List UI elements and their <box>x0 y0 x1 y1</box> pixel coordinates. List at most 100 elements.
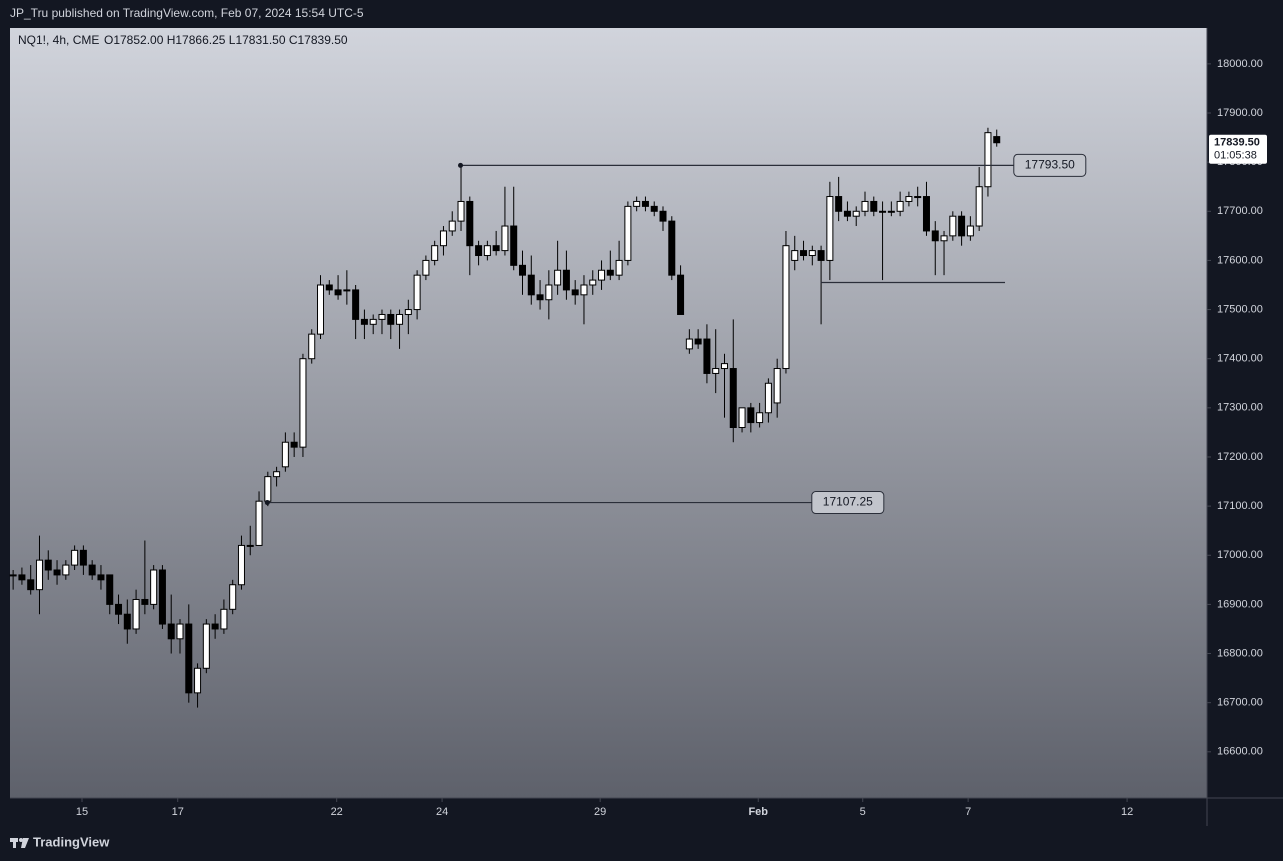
x-tick-label: 24 <box>436 806 448 818</box>
x-tick-label: 17 <box>172 806 184 818</box>
candle-body <box>791 250 799 261</box>
level-label-box <box>1013 153 1087 177</box>
candle-body <box>422 259 430 276</box>
y-tick-label: 17200.00 <box>1217 451 1263 463</box>
candle-body <box>237 544 245 586</box>
candle-body <box>9 574 17 577</box>
candle-body <box>641 200 649 207</box>
candle-body <box>861 200 869 212</box>
candle-body <box>826 196 834 261</box>
y-tick-label: 17700.00 <box>1217 205 1263 217</box>
candle-body <box>554 269 562 286</box>
candle-body <box>71 549 79 566</box>
candle-body <box>211 623 219 630</box>
candle-body <box>650 205 658 212</box>
x-tick-label: 22 <box>331 806 343 818</box>
y-tick-label: 16800.00 <box>1217 647 1263 659</box>
candle-body <box>281 441 289 468</box>
candle-body <box>914 196 922 199</box>
candle-body <box>18 574 26 581</box>
candle-body <box>703 338 711 374</box>
candle-body <box>158 569 166 625</box>
candle-body <box>150 569 158 605</box>
y-tick-label: 16700.00 <box>1217 697 1263 709</box>
candle-body <box>62 564 70 576</box>
candle-body <box>870 200 878 212</box>
candle-body <box>747 407 755 424</box>
candle-body <box>369 318 377 325</box>
x-tick-label: 29 <box>594 806 606 818</box>
candle-body <box>685 338 693 350</box>
candle-body <box>589 279 597 286</box>
candle-body <box>317 284 325 335</box>
candle-body <box>352 289 360 320</box>
x-tick-label: 15 <box>76 806 88 818</box>
candle-body <box>35 559 43 591</box>
candle-body <box>738 407 746 428</box>
candle-body <box>325 284 333 291</box>
candle-body <box>931 230 939 242</box>
candle-body <box>194 667 202 694</box>
symbol: NQ1!, 4h, CME <box>18 33 99 47</box>
candle-body <box>106 574 114 605</box>
candle-body <box>773 368 781 404</box>
candle-body <box>729 368 737 428</box>
countdown: 01:05:38 <box>1214 150 1257 162</box>
candle-body <box>580 284 588 296</box>
y-tick-label: 17600.00 <box>1217 254 1263 266</box>
candle-body <box>527 274 535 296</box>
candle-body <box>756 412 764 424</box>
candle-body <box>492 245 500 252</box>
candle-body <box>562 269 570 291</box>
candle-body <box>229 584 237 610</box>
candle-body <box>984 132 992 188</box>
candle-body <box>606 269 614 276</box>
candle-body <box>501 225 509 252</box>
candle-body <box>993 136 1001 144</box>
plot-area <box>10 28 1207 798</box>
level-label: 17793.50 <box>1025 158 1075 172</box>
candle-body <box>940 235 948 242</box>
candle-body <box>975 186 983 227</box>
y-tick-label: 17500.00 <box>1217 303 1263 315</box>
candle-body <box>764 382 772 414</box>
candle-body <box>290 441 298 448</box>
candle-body <box>668 220 676 276</box>
candle-body <box>545 284 553 301</box>
candle-body <box>949 215 957 237</box>
candle-body <box>536 294 544 301</box>
candle-body <box>817 250 825 261</box>
candle-body <box>694 338 702 345</box>
y-tick-label: 16900.00 <box>1217 598 1263 610</box>
candle-body <box>808 250 816 257</box>
candle-body <box>800 250 808 257</box>
candle-body <box>598 269 606 281</box>
candle-body <box>413 274 421 311</box>
level-label-box <box>811 491 885 515</box>
candle-body <box>966 225 974 237</box>
candle-body <box>483 245 491 257</box>
y-tick-label: 17900.00 <box>1217 107 1263 119</box>
publisher: JP_Tru published on TradingView.com, Feb… <box>10 6 364 20</box>
y-tick-label: 17300.00 <box>1217 402 1263 414</box>
last-price-tag <box>1209 134 1267 164</box>
candle-body <box>141 598 149 605</box>
candle-body <box>167 623 175 640</box>
candle-body <box>202 623 210 669</box>
candle-body <box>659 210 667 222</box>
x-tick-label: Feb <box>748 806 768 818</box>
last-price-label: 17839.50 <box>1214 137 1260 149</box>
candle-body <box>44 559 52 571</box>
candle-body <box>334 289 342 296</box>
candle-body <box>308 333 316 360</box>
candle-body <box>360 318 368 325</box>
candle-body <box>53 569 61 576</box>
candle-body <box>720 363 728 370</box>
y-tick-label: 17100.00 <box>1217 500 1263 512</box>
candle-body <box>782 245 790 370</box>
candle-body <box>887 210 895 213</box>
candle-body <box>466 200 474 247</box>
y-tick-label: 17000.00 <box>1217 549 1263 561</box>
candle-body <box>571 289 579 296</box>
